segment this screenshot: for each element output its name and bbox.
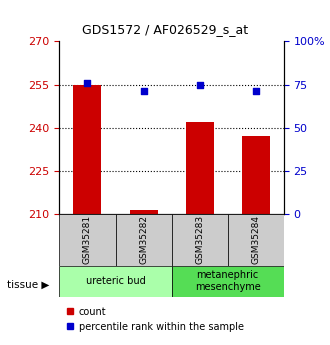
Text: GSM35283: GSM35283 xyxy=(195,215,204,264)
Bar xyxy=(59,214,116,266)
Text: ureteric bud: ureteric bud xyxy=(85,276,146,286)
Point xyxy=(85,80,90,86)
Point xyxy=(141,89,146,94)
Bar xyxy=(59,266,172,297)
Bar xyxy=(185,122,214,214)
Bar xyxy=(115,214,172,266)
Bar xyxy=(73,85,102,214)
Text: GSM35284: GSM35284 xyxy=(251,215,260,264)
Bar xyxy=(242,136,270,214)
Bar xyxy=(228,214,284,266)
Legend: count, percentile rank within the sample: count, percentile rank within the sample xyxy=(64,305,246,334)
Text: tissue ▶: tissue ▶ xyxy=(7,280,49,289)
Point xyxy=(197,82,202,87)
Text: GDS1572 / AF026529_s_at: GDS1572 / AF026529_s_at xyxy=(82,23,248,36)
Text: GSM35282: GSM35282 xyxy=(139,215,148,264)
Bar xyxy=(172,266,284,297)
Point xyxy=(253,89,258,94)
Bar xyxy=(129,209,158,214)
Text: GSM35281: GSM35281 xyxy=(83,215,92,264)
Bar xyxy=(172,214,228,266)
Text: metanephric
mesenchyme: metanephric mesenchyme xyxy=(195,270,261,292)
